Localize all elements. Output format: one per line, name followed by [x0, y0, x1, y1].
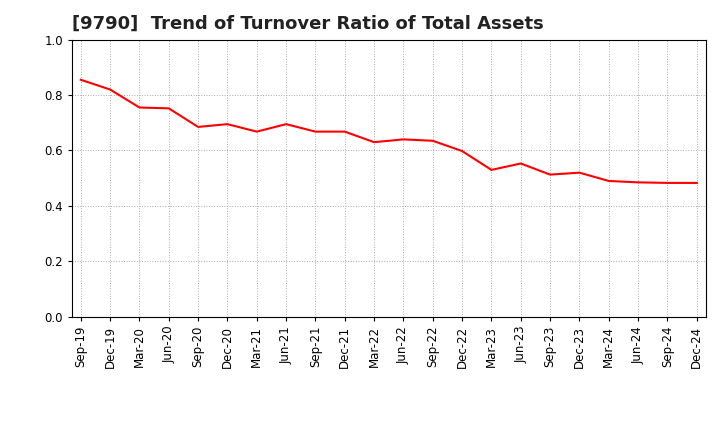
Text: [9790]  Trend of Turnover Ratio of Total Assets: [9790] Trend of Turnover Ratio of Total … — [72, 15, 544, 33]
